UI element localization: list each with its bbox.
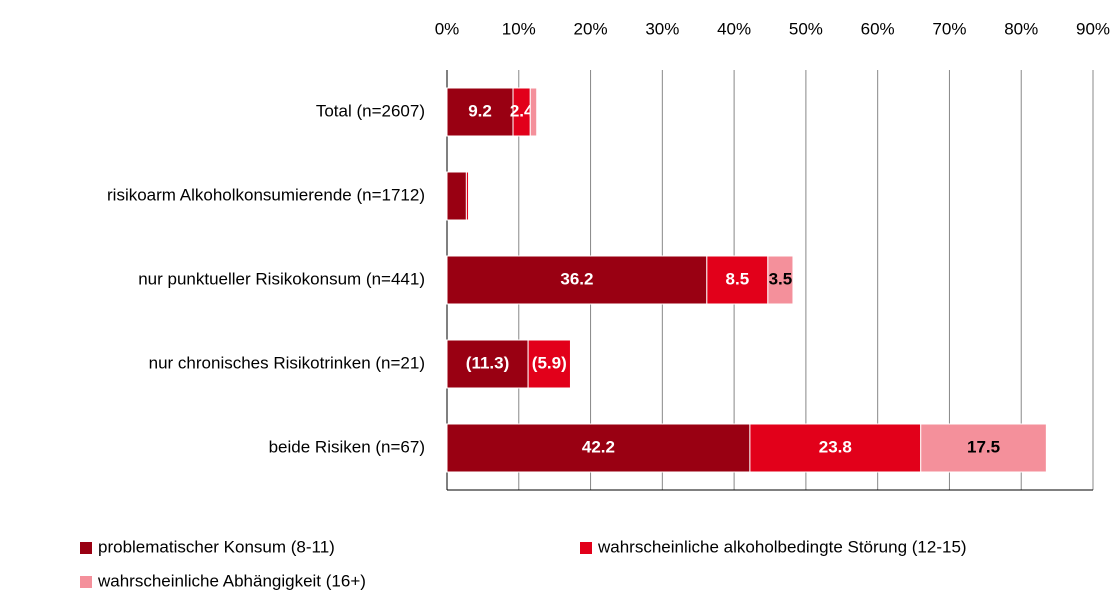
- category-label: beide Risiken (n=67): [269, 437, 425, 456]
- category-label: nur chronisches Risikotrinken (n=21): [149, 353, 425, 372]
- value-label: 9.2: [468, 101, 492, 120]
- value-label: 42.2: [582, 437, 615, 456]
- value-label: 23.8: [819, 437, 852, 456]
- bar-segment: [465, 171, 470, 221]
- value-label: (5.9): [532, 353, 567, 372]
- bar-segment: [527, 339, 571, 389]
- value-label: 36.2: [560, 269, 593, 288]
- x-tick-label: 90%: [1076, 19, 1110, 38]
- x-tick-label: 0%: [435, 19, 460, 38]
- value-label: 17.5: [967, 437, 1000, 456]
- bar-segment: [446, 171, 467, 221]
- x-tick-label: 10%: [502, 19, 536, 38]
- legend-swatch: [580, 542, 592, 554]
- x-tick-label: 30%: [645, 19, 679, 38]
- value-label: 2.4: [510, 101, 534, 120]
- bar-segment: [446, 87, 514, 137]
- x-tick-label: 50%: [789, 19, 823, 38]
- bar-segment: [529, 87, 538, 137]
- bar-segment: [446, 339, 529, 389]
- x-tick-label: 20%: [574, 19, 608, 38]
- value-label: 3.5: [769, 269, 793, 288]
- category-label: risikoarm Alkoholkonsumierende (n=1712): [107, 185, 425, 204]
- legend-label: problematischer Konsum (8-11): [98, 537, 335, 556]
- category-label: nur punktueller Risikokonsum (n=441): [138, 269, 425, 288]
- bar-segment: [767, 255, 794, 305]
- value-label: 8.5: [726, 269, 750, 288]
- legend-label: wahrscheinliche Abhängigkeit (16+): [97, 571, 366, 590]
- legend-swatch: [80, 576, 92, 588]
- x-tick-label: 80%: [1004, 19, 1038, 38]
- x-tick-label: 60%: [861, 19, 895, 38]
- x-tick-label: 40%: [717, 19, 751, 38]
- legend-label: wahrscheinliche alkoholbedingte Störung …: [597, 537, 967, 556]
- bar-segment: [920, 423, 1047, 473]
- category-label: Total (n=2607): [316, 101, 425, 120]
- x-tick-label: 70%: [932, 19, 966, 38]
- legend-swatch: [80, 542, 92, 554]
- bar-segment: [446, 423, 751, 473]
- value-label: (11.3): [466, 353, 509, 372]
